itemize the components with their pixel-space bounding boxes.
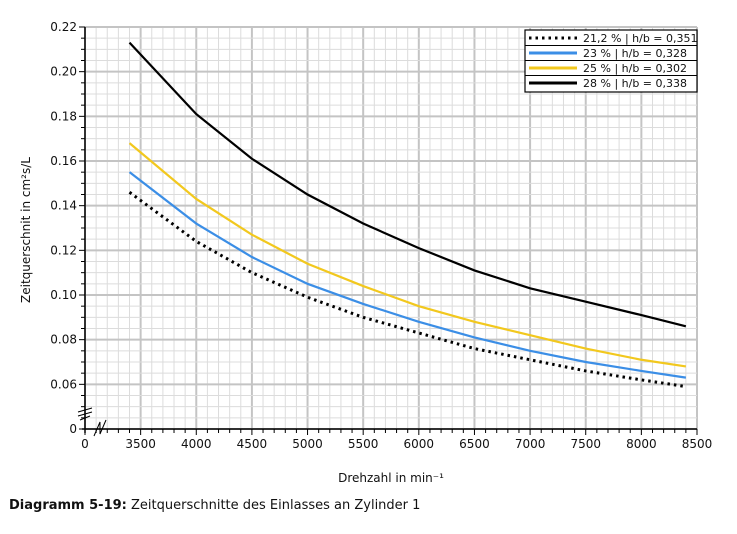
x-tick-label: 5500 xyxy=(348,437,379,451)
legend-entry: 25 % | h/b = 0,302 xyxy=(583,62,687,75)
y-tick-label: 0 xyxy=(69,422,77,436)
figure-caption: Diagramm 5-19: Zeitquerschnitte des Einl… xyxy=(9,498,420,513)
x-tick-label: 7500 xyxy=(570,437,601,451)
series-line-3 xyxy=(128,41,687,328)
x-axis-break-icon xyxy=(93,419,107,437)
y-axis-break-icon xyxy=(77,407,93,421)
y-tick-label: 0.14 xyxy=(50,199,77,213)
x-tick-label: 8000 xyxy=(626,437,657,451)
y-axis-label: Zeitquerschnit in cm²s/L xyxy=(19,157,33,303)
x-tick-label: 0 xyxy=(81,437,89,451)
y-tick-label: 0.18 xyxy=(50,109,77,123)
y-tick-label: 0.12 xyxy=(50,243,77,257)
caption-label: Diagramm 5-19: xyxy=(9,498,127,513)
legend-entry: 28 % | h/b = 0,338 xyxy=(583,77,687,90)
series-line-0 xyxy=(128,191,687,389)
caption-text: Zeitquerschnitte des Einlasses an Zylind… xyxy=(126,498,421,513)
x-tick-label: 6500 xyxy=(459,437,490,451)
legend-entry: 23 % | h/b = 0,328 xyxy=(583,47,687,60)
y-tick-label: 0.22 xyxy=(50,20,77,34)
x-tick-label: 4000 xyxy=(181,437,212,451)
y-tick-label: 0.20 xyxy=(50,65,77,79)
x-tick-label: 7000 xyxy=(515,437,546,451)
series-line-2 xyxy=(128,142,687,368)
x-tick-label: 3500 xyxy=(125,437,156,451)
x-tick-label: 5000 xyxy=(292,437,323,451)
x-tick-label: 8500 xyxy=(682,437,713,451)
y-tick-label: 0.08 xyxy=(50,333,77,347)
y-tick-label: 0.10 xyxy=(50,288,77,302)
y-tick-label: 0.06 xyxy=(50,377,77,391)
x-tick-label: 4500 xyxy=(237,437,268,451)
legend-entry: 21,2 % | h/b = 0,351 xyxy=(583,32,698,45)
x-axis-label: Drehzahl in min⁻¹ xyxy=(338,471,444,485)
series-line-1 xyxy=(128,171,687,379)
x-tick-label: 6000 xyxy=(404,437,435,451)
y-tick-label: 0.16 xyxy=(50,154,77,168)
